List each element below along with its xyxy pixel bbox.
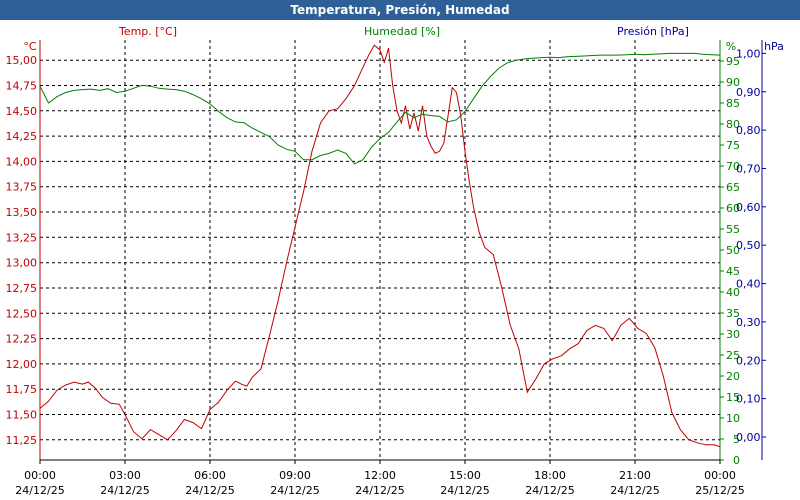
- humidity-tick-label: 65: [726, 181, 740, 194]
- humidity-unit-label: %: [726, 40, 736, 53]
- pressure-tick-label: 0,30: [736, 316, 761, 329]
- chart-title: Temperatura, Presión, Humedad: [290, 3, 510, 17]
- temperature-tick-label: 13,50: [6, 206, 38, 219]
- x-tick-date-label: 25/12/25: [695, 484, 744, 497]
- pressure-tick-label: 0,50: [736, 239, 761, 252]
- x-tick-date-label: 24/12/25: [185, 484, 234, 497]
- humidity-tick-label: 30: [726, 328, 740, 341]
- temperature-legend-label: Temp. [°C]: [118, 25, 177, 38]
- temperature-tick-label: 12,25: [6, 333, 38, 346]
- pressure-tick-label: 0,20: [736, 354, 761, 367]
- series-lines: [39, 44, 721, 448]
- pressure-tick-label: 0,90: [736, 86, 761, 99]
- pressure-tick-label: 1,00: [736, 47, 761, 60]
- pressure-tick-label: 0,60: [736, 201, 761, 214]
- x-tick-date-label: 24/12/25: [100, 484, 149, 497]
- temperature-tick-label: 11,50: [6, 409, 38, 422]
- humidity-legend-label: Humedad [%]: [364, 25, 440, 38]
- x-tick-date-label: 24/12/25: [610, 484, 659, 497]
- humidity-tick-label: 50: [726, 244, 740, 257]
- humidity-tick-label: 55: [726, 223, 740, 236]
- temperature-tick-label: 15,00: [6, 54, 38, 67]
- temperature-tick-label: 13,75: [6, 181, 38, 194]
- pressure-unit-label: hPa: [764, 40, 784, 53]
- x-tick-time-label: 12:00: [364, 469, 396, 482]
- pressure-legend-label: Presión [hPa]: [617, 25, 689, 38]
- humidity-tick-label: 35: [726, 307, 740, 320]
- x-tick-time-label: 09:00: [279, 469, 311, 482]
- humidity-tick-label: 85: [726, 97, 740, 110]
- x-tick-date-label: 24/12/25: [440, 484, 489, 497]
- tick-labels: 15,00 14,75 14,50 14,25 14,00 13,75 13,50 13,25…: [6, 47, 761, 497]
- x-tick-time-label: 03:00: [109, 469, 141, 482]
- humidity-series-line: [39, 52, 721, 165]
- x-tick-date-label: 24/12/25: [525, 484, 574, 497]
- humidity-tick-label: 90: [726, 76, 740, 89]
- axes: [39, 40, 766, 464]
- temperature-tick-label: 12,00: [6, 358, 38, 371]
- x-tick-date-label: 24/12/25: [15, 484, 64, 497]
- temperature-tick-label: 14,00: [6, 155, 38, 168]
- grid-lines: [39, 40, 721, 460]
- temperature-tick-label: 14,25: [6, 130, 38, 143]
- x-tick-date-label: 24/12/25: [270, 484, 319, 497]
- chart-title-bar: [0, 0, 800, 20]
- humidity-tick-label: 75: [726, 139, 740, 152]
- humidity-tick-label: 60: [726, 202, 740, 215]
- x-tick-date-label: 24/12/25: [355, 484, 404, 497]
- temperature-unit-label: °C: [23, 40, 37, 53]
- humidity-tick-label: 95: [726, 55, 740, 68]
- x-tick-time-label: 18:00: [534, 469, 566, 482]
- humidity-tick-label: 70: [726, 160, 740, 173]
- x-tick-time-label: 21:00: [619, 469, 651, 482]
- humidity-tick-label: 0: [733, 454, 740, 467]
- temperature-tick-label: 11,75: [6, 383, 38, 396]
- humidity-tick-label: 80: [726, 118, 740, 131]
- humidity-tick-label: 20: [726, 370, 740, 383]
- humidity-tick-label: 5: [733, 433, 740, 446]
- humidity-tick-label: 45: [726, 265, 740, 278]
- pressure-tick-label: 0,00: [736, 431, 761, 444]
- x-tick-time-label: 00:00: [704, 469, 736, 482]
- x-tick-time-label: 15:00: [449, 469, 481, 482]
- pressure-tick-label: 0,80: [736, 124, 761, 137]
- temperature-tick-label: 13,00: [6, 257, 38, 270]
- temperature-tick-label: 12,75: [6, 282, 38, 295]
- humidity-tick-label: 40: [726, 286, 740, 299]
- temperature-tick-label: 13,25: [6, 231, 38, 244]
- temperature-tick-label: 14,75: [6, 80, 38, 93]
- pressure-tick-label: 0,70: [736, 163, 761, 176]
- temperature-tick-label: 11,25: [6, 434, 38, 447]
- pressure-tick-label: 0,10: [736, 393, 761, 406]
- humidity-tick-label: 15: [726, 391, 740, 404]
- temperature-tick-label: 14,50: [6, 105, 38, 118]
- temperature-series-line: [39, 44, 721, 448]
- pressure-tick-label: 0,40: [736, 278, 761, 291]
- temperature-tick-label: 12,50: [6, 307, 38, 320]
- humidity-tick-label: 10: [726, 412, 740, 425]
- x-tick-time-label: 06:00: [194, 469, 226, 482]
- x-tick-time-label: 00:00: [24, 469, 56, 482]
- humidity-tick-label: 25: [726, 349, 740, 362]
